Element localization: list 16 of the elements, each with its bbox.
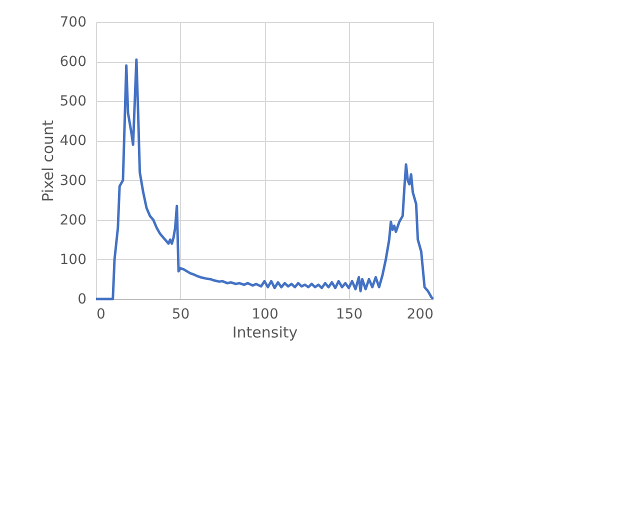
y-tick-label: 100 (60, 252, 86, 268)
y-tick-label: 300 (60, 172, 86, 189)
y-tick-label: 200 (60, 212, 86, 228)
y-tick-label: 600 (60, 54, 86, 70)
y-axis-title: Pixel count (38, 120, 57, 202)
x-tick-label: 200 (406, 306, 434, 322)
y-tick-label: 700 (60, 14, 86, 30)
y-tick-label: 0 (78, 292, 86, 308)
x-tick-label: 50 (172, 306, 190, 322)
y-tick-label: 400 (60, 133, 86, 150)
x-tick-label: 100 (252, 306, 278, 322)
line-series (94, 58, 434, 300)
x-axis-title: Intensity (232, 324, 298, 342)
y-tick-label: 500 (60, 94, 86, 110)
x-tick-label: 0 (96, 306, 106, 322)
x-tick-label: 150 (336, 306, 363, 322)
